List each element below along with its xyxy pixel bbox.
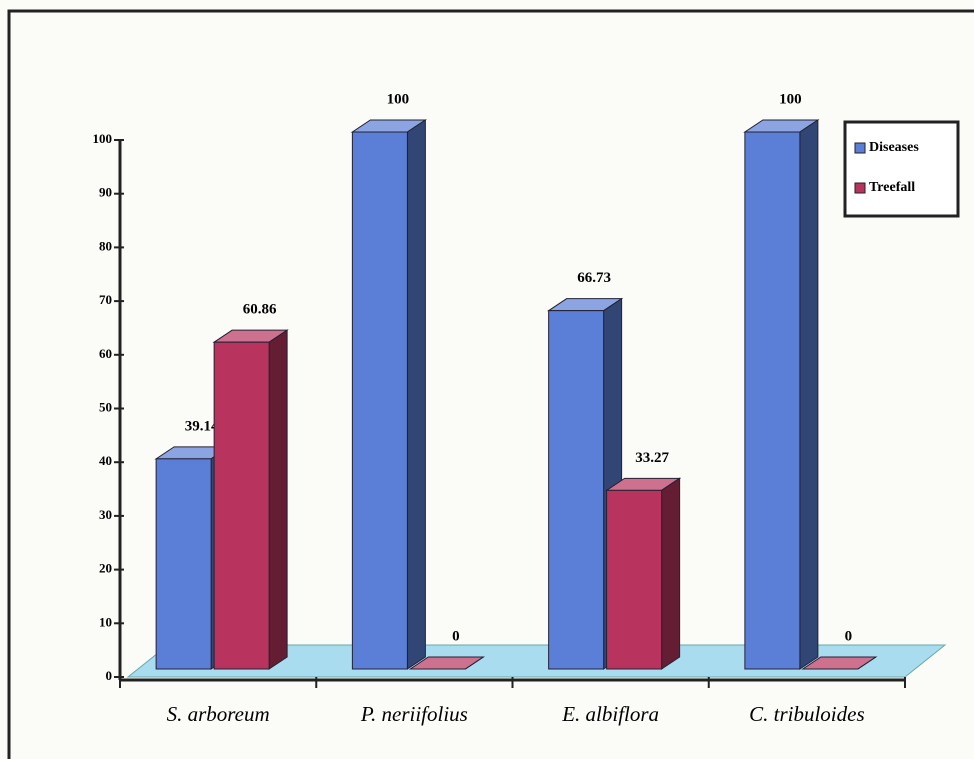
bar-front [744, 131, 801, 670]
bar [546, 297, 624, 670]
bar [743, 119, 820, 670]
data-label: 39.14 [185, 418, 219, 434]
y-tick-label: 20 [99, 561, 112, 576]
data-label: 100 [387, 91, 410, 107]
bar-side [465, 656, 484, 670]
y-tick-label: 90 [99, 185, 112, 200]
y-tick-label: 50 [99, 399, 112, 414]
bar-front [155, 458, 212, 670]
bar-side [406, 119, 426, 670]
bar-front [548, 310, 605, 670]
bar-side [857, 656, 877, 670]
bar-side [661, 477, 681, 670]
data-label: 66.73 [577, 270, 611, 286]
data-label: 0 [845, 628, 853, 644]
legend-label: Treefall [869, 180, 915, 195]
data-label: 0 [452, 628, 460, 644]
frame [7, 9, 974, 759]
floor [126, 644, 947, 678]
y-tick-label: 60 [99, 346, 112, 361]
data-label: 100 [779, 91, 802, 107]
y-tick-label: 80 [99, 238, 112, 253]
bar [350, 119, 428, 670]
legend-label: Diseases [869, 140, 919, 155]
y-tick-label: 40 [99, 453, 112, 468]
data-label: 33.27 [635, 450, 669, 466]
y-tick-label: 70 [99, 292, 112, 307]
y-tick-label: 100 [93, 131, 113, 146]
bar [604, 477, 682, 670]
bar-side [799, 119, 819, 670]
bar [801, 656, 878, 670]
legend-box [843, 120, 960, 218]
y-tick-label: 0 [106, 668, 113, 683]
data-label: 60.86 [243, 302, 277, 318]
x-tick-label: E. albiflora [561, 702, 659, 726]
legend-swatch [854, 182, 866, 194]
x-tick-label: P. neriifolius [360, 702, 468, 726]
bar-front [351, 131, 408, 670]
x-tick-label: S. arboreum [167, 702, 270, 726]
bar-front [213, 341, 270, 670]
legend-swatch [854, 142, 866, 154]
bar [408, 656, 486, 670]
bar [212, 329, 289, 670]
bar-front [606, 489, 663, 670]
x-tick-label: C. tribuloides [749, 702, 865, 726]
y-tick-label: 30 [99, 507, 112, 522]
bar-side [268, 329, 288, 670]
y-tick-label: 10 [99, 614, 112, 629]
